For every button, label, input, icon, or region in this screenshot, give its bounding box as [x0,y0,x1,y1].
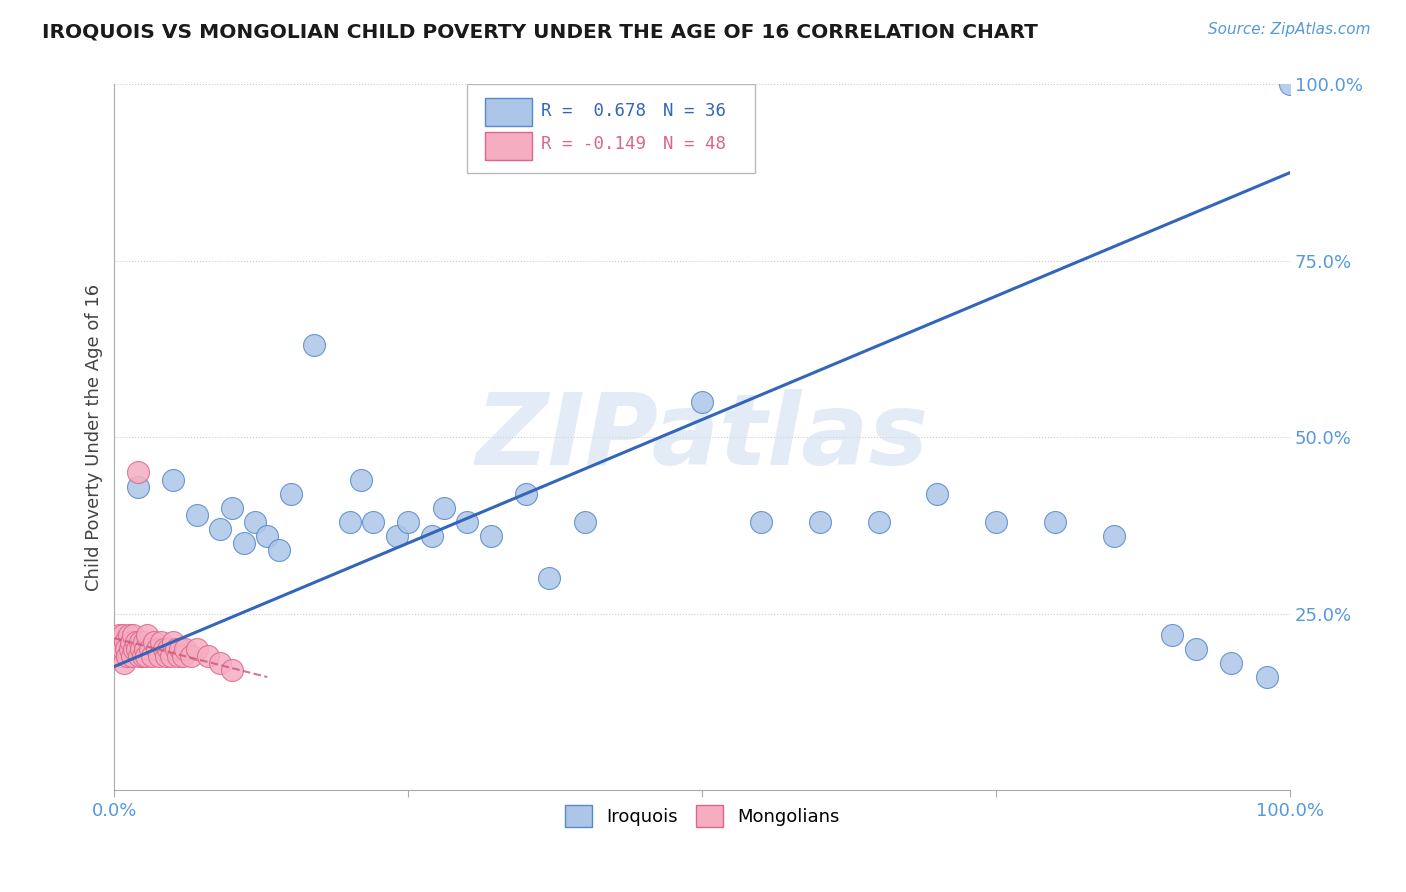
Point [256,529,278,543]
Point [110,648,132,663]
Point [148,648,170,663]
Point [197,648,219,663]
Point [125,641,148,656]
Point [138,641,160,656]
Point [927,486,949,500]
Point [749,515,772,529]
Point [574,515,596,529]
Point [1043,515,1066,529]
Text: R = -0.149: R = -0.149 [541,136,647,153]
Point [152,641,174,656]
Point [135,648,157,663]
Point [479,529,502,543]
Point [157,641,180,656]
Point [538,571,561,585]
Point [150,634,173,648]
Point [267,543,290,558]
Point [280,486,302,500]
Point [127,479,149,493]
Point [129,634,152,648]
Point [169,641,191,656]
Point [117,628,139,642]
Point [221,500,243,515]
Point [120,634,142,648]
Point [361,515,384,529]
Text: ZIPatlas: ZIPatlas [475,389,929,485]
Text: R =  0.678: R = 0.678 [541,102,647,120]
Point [112,656,135,670]
Point [385,529,408,543]
Point [167,648,190,663]
Point [1279,78,1302,92]
Y-axis label: Child Poverty Under the Age of 16: Child Poverty Under the Age of 16 [86,284,103,591]
Point [339,515,361,529]
Bar [485,132,531,160]
Point [350,473,373,487]
Text: N = 36: N = 36 [664,102,727,120]
Point [111,641,134,656]
Point [131,648,153,663]
Point [808,515,831,529]
Point [690,395,713,409]
Point [122,628,145,642]
Point [180,648,202,663]
Point [118,641,141,656]
Bar [485,98,531,126]
Point [515,486,537,500]
Point [162,634,184,648]
Point [134,641,156,656]
Point [110,634,132,648]
Point [186,508,208,522]
Point [145,641,167,656]
Point [121,648,143,663]
Point [1102,529,1125,543]
Point [420,529,443,543]
Point [132,634,155,648]
Point [432,500,454,515]
Point [124,634,146,648]
Point [127,466,149,480]
Text: Source: ZipAtlas.com: Source: ZipAtlas.com [1208,22,1371,37]
Point [186,641,208,656]
Point [155,648,177,663]
Point [143,634,166,648]
Point [1220,656,1243,670]
Point [131,641,153,656]
Text: IROQUOIS VS MONGOLIAN CHILD POVERTY UNDER THE AGE OF 16 CORRELATION CHART: IROQUOIS VS MONGOLIAN CHILD POVERTY UNDE… [42,22,1038,41]
Point [165,641,187,656]
Point [221,663,243,677]
Point [304,338,326,352]
Point [209,522,232,536]
Point [111,628,134,642]
Point [115,641,138,656]
Point [124,641,146,656]
Legend: Iroquois, Mongolians: Iroquois, Mongolians [557,797,846,834]
Point [984,515,1007,529]
Point [232,536,254,550]
Point [209,656,232,670]
Point [114,634,136,648]
Point [1256,670,1278,684]
Point [456,515,478,529]
Point [128,648,150,663]
Point [107,641,129,656]
Point [108,628,131,642]
Point [396,515,419,529]
Point [141,648,163,663]
Point [1185,641,1208,656]
Point [174,641,197,656]
Point [868,515,890,529]
Text: N = 48: N = 48 [664,136,727,153]
Point [136,628,159,642]
Point [162,473,184,487]
Point [117,648,139,663]
FancyBboxPatch shape [467,85,755,173]
Point [1161,628,1184,642]
Point [160,648,183,663]
Point [245,515,267,529]
Point [172,648,194,663]
